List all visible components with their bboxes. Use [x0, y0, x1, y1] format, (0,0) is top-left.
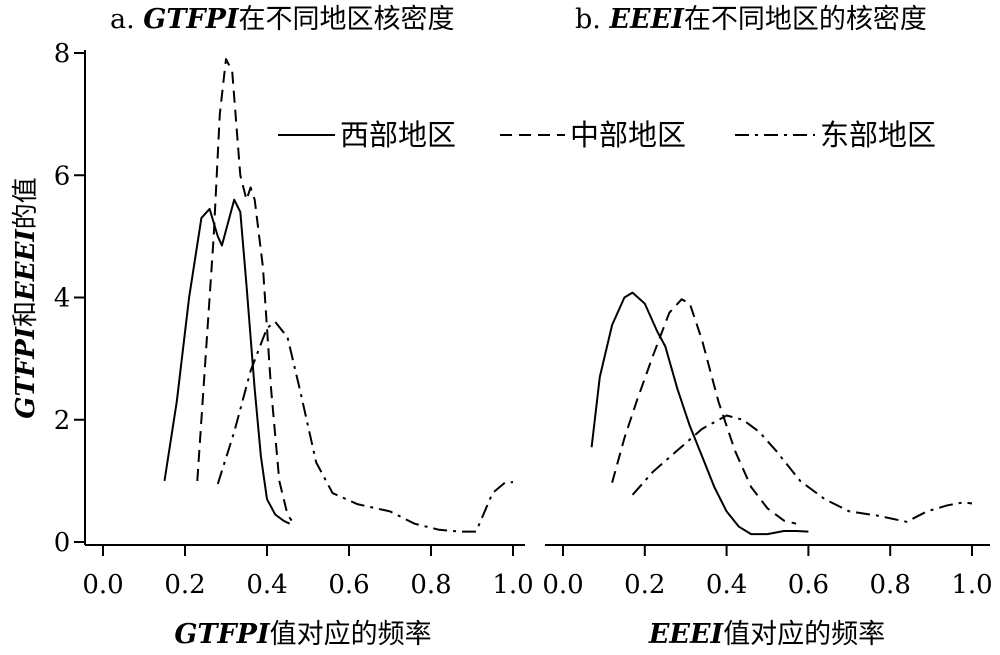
panel-a-x-tick-label-5: 1.0: [492, 570, 533, 600]
y-axis-label-var2: EEEI: [11, 228, 41, 301]
panel-a-x-tick-label-3: 0.6: [328, 570, 369, 600]
y-tick-label-4: 8: [54, 39, 71, 69]
legend-west-label: 西部地区: [340, 118, 456, 152]
panel-a-title-prefix: a.: [110, 4, 143, 35]
panel-a-series-central-line: [196, 58, 293, 522]
panel-b-x-axis-label: EEEI值对应的频率: [648, 619, 885, 650]
panel-a-x-label-rest: 值对应的频率: [270, 619, 432, 650]
panel-a-title-rest: 在不同地区核密度: [239, 4, 455, 35]
panel-b-x-tick-label-1: 0.2: [624, 570, 665, 600]
panel-a-x-tick-label-4: 0.8: [410, 570, 451, 600]
panel-b-x-tick-label-4: 0.8: [870, 570, 911, 600]
panel-b-title-rest: 在不同地区的核密度: [684, 4, 927, 35]
y-tick-label-2: 4: [54, 284, 71, 314]
panel-a-series-west-line: [163, 198, 291, 525]
y-tick-label-1: 2: [54, 406, 71, 436]
y-axis-label-var1: GTFPI: [11, 326, 41, 419]
legend-east-label: 东部地区: [820, 118, 936, 152]
panel-b-series-east-line: [631, 414, 973, 523]
panel-a-x-label-var: GTFPI: [174, 619, 271, 650]
panel-a-series-east-line: [216, 320, 514, 533]
panel-b-title-prefix: b.: [575, 4, 609, 35]
panel-a-title-var: GTFPI: [143, 4, 240, 35]
panel-b-x-tick-label-5: 1.0: [951, 570, 992, 600]
panel-b-x-tick-label-0: 0.0: [542, 570, 583, 600]
panel-b-series-west-line: [590, 291, 809, 536]
panel-b-title-var: EEEI: [608, 4, 685, 35]
y-tick-label-0: 0: [54, 528, 71, 558]
y-axis-label: GTFPI和EEEI的值: [11, 177, 41, 418]
y-axis-label-suffix: 的值: [11, 177, 41, 229]
panel-b-x-label-rest: 值对应的频率: [723, 619, 885, 650]
y-tick-label-3: 6: [54, 161, 71, 191]
legend: 西部地区 中部地区 东部地区: [278, 118, 936, 152]
panel-b-x-tick-label-2: 0.4: [706, 570, 747, 600]
panel-a-title: a. GTFPI在不同地区核密度: [110, 4, 455, 35]
curves-layer: [163, 58, 973, 536]
y-axis-label-and: 和: [11, 301, 41, 327]
panel-b-x-label-var: EEEI: [648, 619, 725, 650]
panel-a-x-tick-label-1: 0.2: [164, 570, 205, 600]
panel-a-x-tick-label-0: 0.0: [82, 570, 123, 600]
panel-a-x-tick-label-2: 0.4: [246, 570, 287, 600]
panel-b-series-central-line: [611, 298, 797, 525]
tick-layer: 0.0 0.2 0.4 0.6 0.8 1.0 0 2 4 6 8 0.0 0.2 0.4 0.6 0.8 1.…: [54, 39, 993, 600]
panel-b-x-tick-label-3: 0.6: [788, 570, 829, 600]
legend-central-label: 中部地区: [570, 118, 686, 152]
panel-a-x-axis-label: GTFPI值对应的频率: [174, 619, 431, 650]
panel-b-title: b. EEEI在不同地区的核密度: [575, 4, 927, 35]
